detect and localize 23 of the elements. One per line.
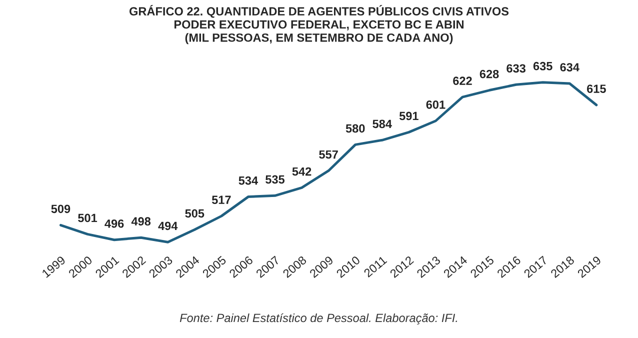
data-label: 635 bbox=[533, 62, 552, 70]
data-label: 601 bbox=[426, 100, 446, 109]
data-label: 591 bbox=[399, 112, 418, 120]
source-note: Fonte: Painel Estatístico de Pessoal. Elaboração: IFI. bbox=[180, 313, 458, 324]
data-label: 634 bbox=[560, 63, 580, 72]
data-label: 501 bbox=[78, 214, 98, 222]
data-label: 557 bbox=[319, 150, 338, 159]
data-label: 633 bbox=[506, 64, 526, 73]
data-label: 580 bbox=[346, 124, 365, 133]
data-label: 517 bbox=[212, 196, 231, 204]
data-label: 628 bbox=[480, 70, 499, 78]
data-label: 496 bbox=[104, 219, 124, 228]
data-label: 534 bbox=[238, 176, 258, 185]
data-label: 615 bbox=[586, 84, 606, 93]
data-label: 584 bbox=[372, 120, 392, 128]
data-label: 494 bbox=[158, 222, 178, 230]
data-label: 509 bbox=[51, 204, 70, 214]
chart-title: GRÁFICO 22. QUANTIDADE DE AGENTES PÚBLICOS CIVIS ATIVOS PODER EXECUTIVO FEDERAL, EXCETO BC E ABIN (MIL PESSOAS, EM SETEMBRO DE CADA ANO) bbox=[129, 4, 509, 44]
data-label: 542 bbox=[292, 167, 312, 176]
data-label: 505 bbox=[185, 209, 204, 218]
data-label: 498 bbox=[131, 217, 151, 226]
data-label: 622 bbox=[453, 76, 472, 86]
data-label: 535 bbox=[266, 175, 285, 184]
